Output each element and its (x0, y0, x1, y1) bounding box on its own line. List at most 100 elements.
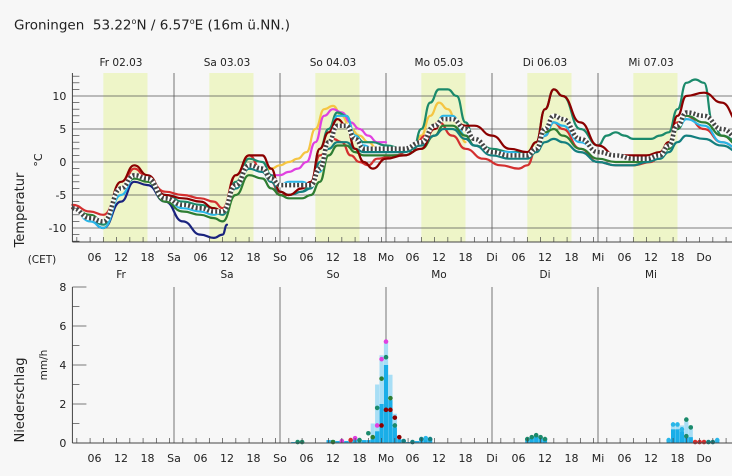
precip-member-point (379, 356, 384, 362)
temperature-x-tick-label: 06 (88, 251, 102, 264)
precip-member-point (701, 439, 707, 445)
precip-bar (388, 400, 393, 443)
precip-bar (344, 441, 349, 443)
precip-bar-range (684, 421, 689, 443)
daylight-band (421, 73, 466, 242)
temperature-y-tick-label: -10 (48, 222, 66, 235)
top-day-label: Mi 07.03 (628, 57, 673, 69)
precip-y-tick-label: 2 (59, 398, 66, 411)
precip-member-point (684, 433, 689, 439)
precip-member-point (379, 376, 384, 381)
temperature-x-tick-label: Do (696, 251, 711, 264)
precip-x-tick-label: Di (486, 452, 498, 465)
precip-x-tick-label: Mi (592, 452, 605, 465)
precip-x-tick-label: Do (696, 452, 711, 465)
precip-member-point (392, 415, 398, 420)
top-day-label: So 04.03 (310, 57, 357, 69)
precip-bar (670, 429, 676, 443)
temperature-x-tick-label: Mo (378, 251, 394, 264)
temperature-line-ensemble-mean (72, 110, 732, 224)
latitude-direction: N (136, 17, 147, 34)
precip-x-tick-label: 12 (326, 452, 340, 465)
temperature-y-tick-label: 5 (59, 123, 66, 136)
temperature-x-tick-label: 18 (459, 251, 473, 264)
precip-x-tick-label: 06 (88, 452, 102, 465)
precip-bar (534, 436, 539, 443)
precip-member-point (374, 405, 380, 411)
temperature-x-tick-label: Sa (167, 251, 181, 264)
temperature-x-tick-label: 12 (644, 251, 658, 264)
temperature-x-tick-label: 06 (194, 251, 208, 264)
precip-member-point (370, 434, 376, 440)
chart-title: Groningen 53.22oN / 6.57oE (16m ü.NN.) (14, 17, 290, 34)
timezone-label: (CET) (28, 254, 57, 266)
bottom-day-label: Di (539, 269, 550, 281)
temperature-x-tick-label: 06 (300, 251, 314, 264)
precip-member-point (706, 439, 711, 445)
precip-x-tick-label: 12 (644, 452, 658, 465)
precip-bar (688, 437, 693, 443)
precip-bar-range (379, 355, 384, 443)
bottom-day-label: So (326, 269, 339, 281)
temperature-grid (72, 73, 732, 242)
precip-member-point (374, 423, 380, 428)
precip-x-tick-label: Mo (378, 452, 394, 465)
precip-x-tick-label: 12 (220, 452, 234, 465)
precip-member-point (684, 417, 689, 422)
precip-x-tick-label: 18 (141, 452, 155, 465)
precip-x-tick-label: 18 (671, 452, 685, 465)
precip-member-point (383, 407, 389, 413)
precip-member-point (388, 395, 393, 401)
temperature-x-tick-label: 12 (326, 251, 340, 264)
precip-bar (375, 431, 380, 443)
bottom-day-label: Mi (645, 269, 657, 281)
temperature-x-tick-label: 18 (671, 251, 685, 264)
longitude: 6.57 (159, 17, 190, 34)
degree-sign: o (131, 17, 137, 26)
precip-x-tick-label: 12 (432, 452, 446, 465)
top-day-label: Fr 02.03 (100, 57, 143, 69)
precip-bar (361, 440, 367, 443)
coord-separator: / (150, 17, 156, 34)
temperature-series (71, 78, 732, 239)
precip-x-tick-label: 06 (618, 452, 632, 465)
precip-member-point (392, 423, 398, 428)
precip-bar (392, 427, 397, 443)
precip-member-point (714, 437, 720, 443)
degree-sign: o (189, 17, 195, 26)
precip-member-point (529, 434, 535, 440)
precip-bar (414, 441, 420, 443)
precip-member-point (366, 430, 371, 436)
temperature-x-tick-label: 12 (220, 251, 234, 264)
precip-x-tick-label: 06 (512, 452, 526, 465)
precip-member-point (679, 427, 685, 432)
precip-member-point (533, 432, 539, 438)
precip-member-point (357, 437, 362, 443)
precip-bar (423, 438, 428, 443)
bottom-day-label: Fr (116, 269, 126, 281)
precipitation-axes: 0 2 4 6 8 06 12 18 Sa 06 12 18 So 06 12 18 Mo 06 12 18 Di 06 1… (59, 281, 732, 465)
precip-member-point (410, 439, 415, 445)
precip-x-tick-label: 06 (406, 452, 420, 465)
precip-bar (679, 431, 685, 443)
precip-x-tick-label: 12 (114, 452, 128, 465)
precip-x-tick-label: Sa (167, 452, 181, 465)
location-name: Groningen (14, 17, 85, 34)
precip-member-point (401, 438, 406, 444)
top-day-label: Mo 05.03 (415, 57, 464, 69)
precipitation-marks (291, 339, 720, 445)
temperature-x-tick-label: 18 (141, 251, 155, 264)
precip-member-point (538, 434, 543, 440)
temperature-line-member-darkred (71, 88, 732, 223)
temperature-x-tick-label: 18 (565, 251, 579, 264)
temperature-x-tick-label: Mi (592, 251, 605, 264)
temperature-axes: -10 -5 0 5 10 Fr 02.03 Sa 03.03 So 04.03 Mo 05.0… (48, 57, 732, 281)
precip-x-tick-label: 18 (247, 452, 261, 465)
precip-bar (675, 429, 680, 443)
precip-x-tick-label: 06 (300, 452, 314, 465)
precip-member-point (348, 437, 353, 443)
temperature-unit-label: °C (32, 153, 45, 167)
precip-member-point (675, 422, 680, 427)
precip-x-tick-label: 18 (459, 452, 473, 465)
precip-x-tick-label: 18 (565, 452, 579, 465)
